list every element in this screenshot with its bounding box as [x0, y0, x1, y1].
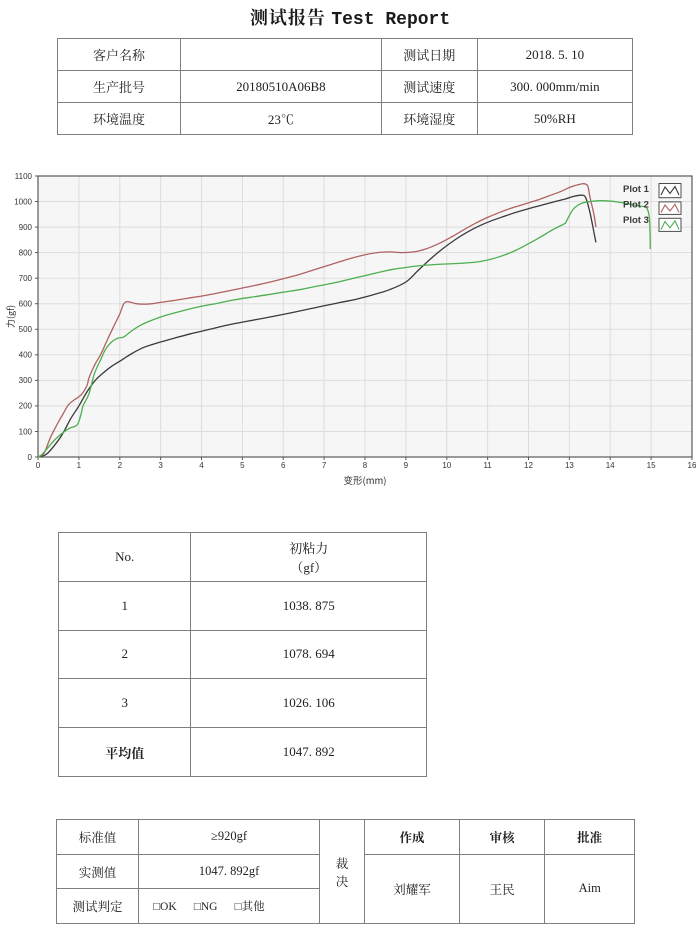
- svg-text:变形(mm): 变形(mm): [343, 473, 386, 487]
- svg-text:7: 7: [322, 461, 327, 470]
- svg-text:13: 13: [565, 461, 574, 470]
- svg-text:10: 10: [442, 461, 451, 470]
- svg-text:400: 400: [19, 351, 33, 360]
- svg-text:900: 900: [19, 223, 33, 232]
- svg-text:9: 9: [404, 461, 409, 470]
- svg-text:3: 3: [158, 461, 163, 470]
- svg-text:700: 700: [19, 274, 33, 283]
- svg-text:0: 0: [36, 461, 41, 470]
- svg-text:5: 5: [240, 461, 245, 470]
- svg-text:14: 14: [606, 461, 615, 470]
- svg-text:15: 15: [647, 461, 656, 470]
- svg-text:100: 100: [19, 427, 33, 436]
- svg-text:0: 0: [28, 453, 33, 462]
- svg-text:600: 600: [19, 300, 33, 309]
- svg-text:1: 1: [77, 461, 82, 470]
- svg-text:300: 300: [19, 376, 33, 385]
- svg-text:200: 200: [19, 402, 33, 411]
- svg-text:力(gf): 力(gf): [4, 305, 17, 328]
- svg-text:Plot 2: Plot 2: [623, 200, 649, 211]
- svg-text:16: 16: [688, 461, 697, 470]
- svg-text:2: 2: [118, 461, 123, 470]
- svg-text:4: 4: [199, 461, 204, 470]
- svg-text:1000: 1000: [14, 197, 32, 206]
- svg-text:Plot 1: Plot 1: [623, 184, 650, 195]
- svg-text:1100: 1100: [15, 172, 33, 181]
- svg-text:500: 500: [19, 325, 33, 334]
- svg-text:8: 8: [363, 461, 368, 470]
- svg-text:800: 800: [19, 248, 33, 257]
- svg-text:6: 6: [281, 461, 286, 470]
- svg-text:11: 11: [483, 461, 492, 470]
- svg-text:Plot 3: Plot 3: [623, 215, 649, 226]
- svg-text:12: 12: [524, 461, 533, 470]
